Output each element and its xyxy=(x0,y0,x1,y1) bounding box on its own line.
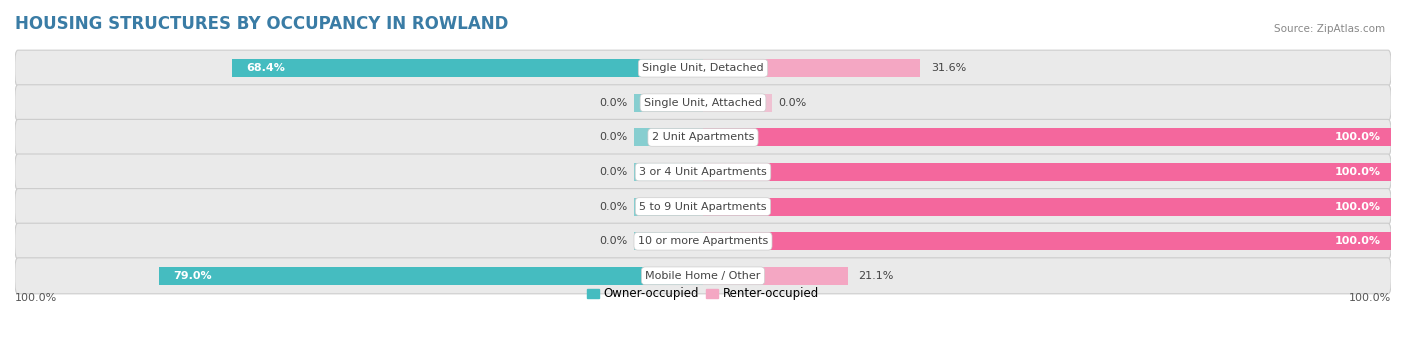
Text: 0.0%: 0.0% xyxy=(599,98,627,108)
Text: HOUSING STRUCTURES BY OCCUPANCY IN ROWLAND: HOUSING STRUCTURES BY OCCUPANCY IN ROWLA… xyxy=(15,15,509,33)
Bar xyxy=(703,94,772,112)
FancyBboxPatch shape xyxy=(14,119,1392,155)
Text: 10 or more Apartments: 10 or more Apartments xyxy=(638,236,768,246)
FancyBboxPatch shape xyxy=(14,223,1392,259)
Text: 100.0%: 100.0% xyxy=(1334,202,1381,212)
Bar xyxy=(232,59,703,77)
Text: 5 to 9 Unit Apartments: 5 to 9 Unit Apartments xyxy=(640,202,766,212)
FancyBboxPatch shape xyxy=(14,154,1392,190)
Bar xyxy=(159,267,703,285)
Text: 100.0%: 100.0% xyxy=(15,293,58,302)
Bar xyxy=(634,232,703,250)
Bar xyxy=(703,267,848,285)
FancyBboxPatch shape xyxy=(14,189,1392,225)
FancyBboxPatch shape xyxy=(14,85,1392,121)
Text: 100.0%: 100.0% xyxy=(1348,293,1391,302)
Text: 0.0%: 0.0% xyxy=(599,167,627,177)
Text: 79.0%: 79.0% xyxy=(173,271,212,281)
Text: Single Unit, Detached: Single Unit, Detached xyxy=(643,63,763,73)
Text: 3 or 4 Unit Apartments: 3 or 4 Unit Apartments xyxy=(640,167,766,177)
Bar xyxy=(703,197,1391,216)
Bar xyxy=(703,232,1391,250)
Bar xyxy=(634,163,703,181)
Text: 100.0%: 100.0% xyxy=(1334,236,1381,246)
Legend: Owner-occupied, Renter-occupied: Owner-occupied, Renter-occupied xyxy=(582,283,824,305)
Text: 100.0%: 100.0% xyxy=(1334,132,1381,143)
Text: Mobile Home / Other: Mobile Home / Other xyxy=(645,271,761,281)
Text: 100.0%: 100.0% xyxy=(1334,167,1381,177)
FancyBboxPatch shape xyxy=(14,258,1392,294)
Text: 21.1%: 21.1% xyxy=(859,271,894,281)
Text: 0.0%: 0.0% xyxy=(599,236,627,246)
Bar xyxy=(703,128,1391,146)
Text: 31.6%: 31.6% xyxy=(931,63,966,73)
Text: 0.0%: 0.0% xyxy=(599,202,627,212)
Bar xyxy=(634,128,703,146)
Text: 68.4%: 68.4% xyxy=(246,63,285,73)
Text: Single Unit, Attached: Single Unit, Attached xyxy=(644,98,762,108)
Bar xyxy=(634,197,703,216)
Bar xyxy=(703,163,1391,181)
FancyBboxPatch shape xyxy=(14,50,1392,86)
Text: 0.0%: 0.0% xyxy=(599,132,627,143)
Text: 0.0%: 0.0% xyxy=(779,98,807,108)
Bar xyxy=(703,59,921,77)
Bar xyxy=(634,94,703,112)
Text: 2 Unit Apartments: 2 Unit Apartments xyxy=(652,132,754,143)
Text: Source: ZipAtlas.com: Source: ZipAtlas.com xyxy=(1274,24,1385,34)
